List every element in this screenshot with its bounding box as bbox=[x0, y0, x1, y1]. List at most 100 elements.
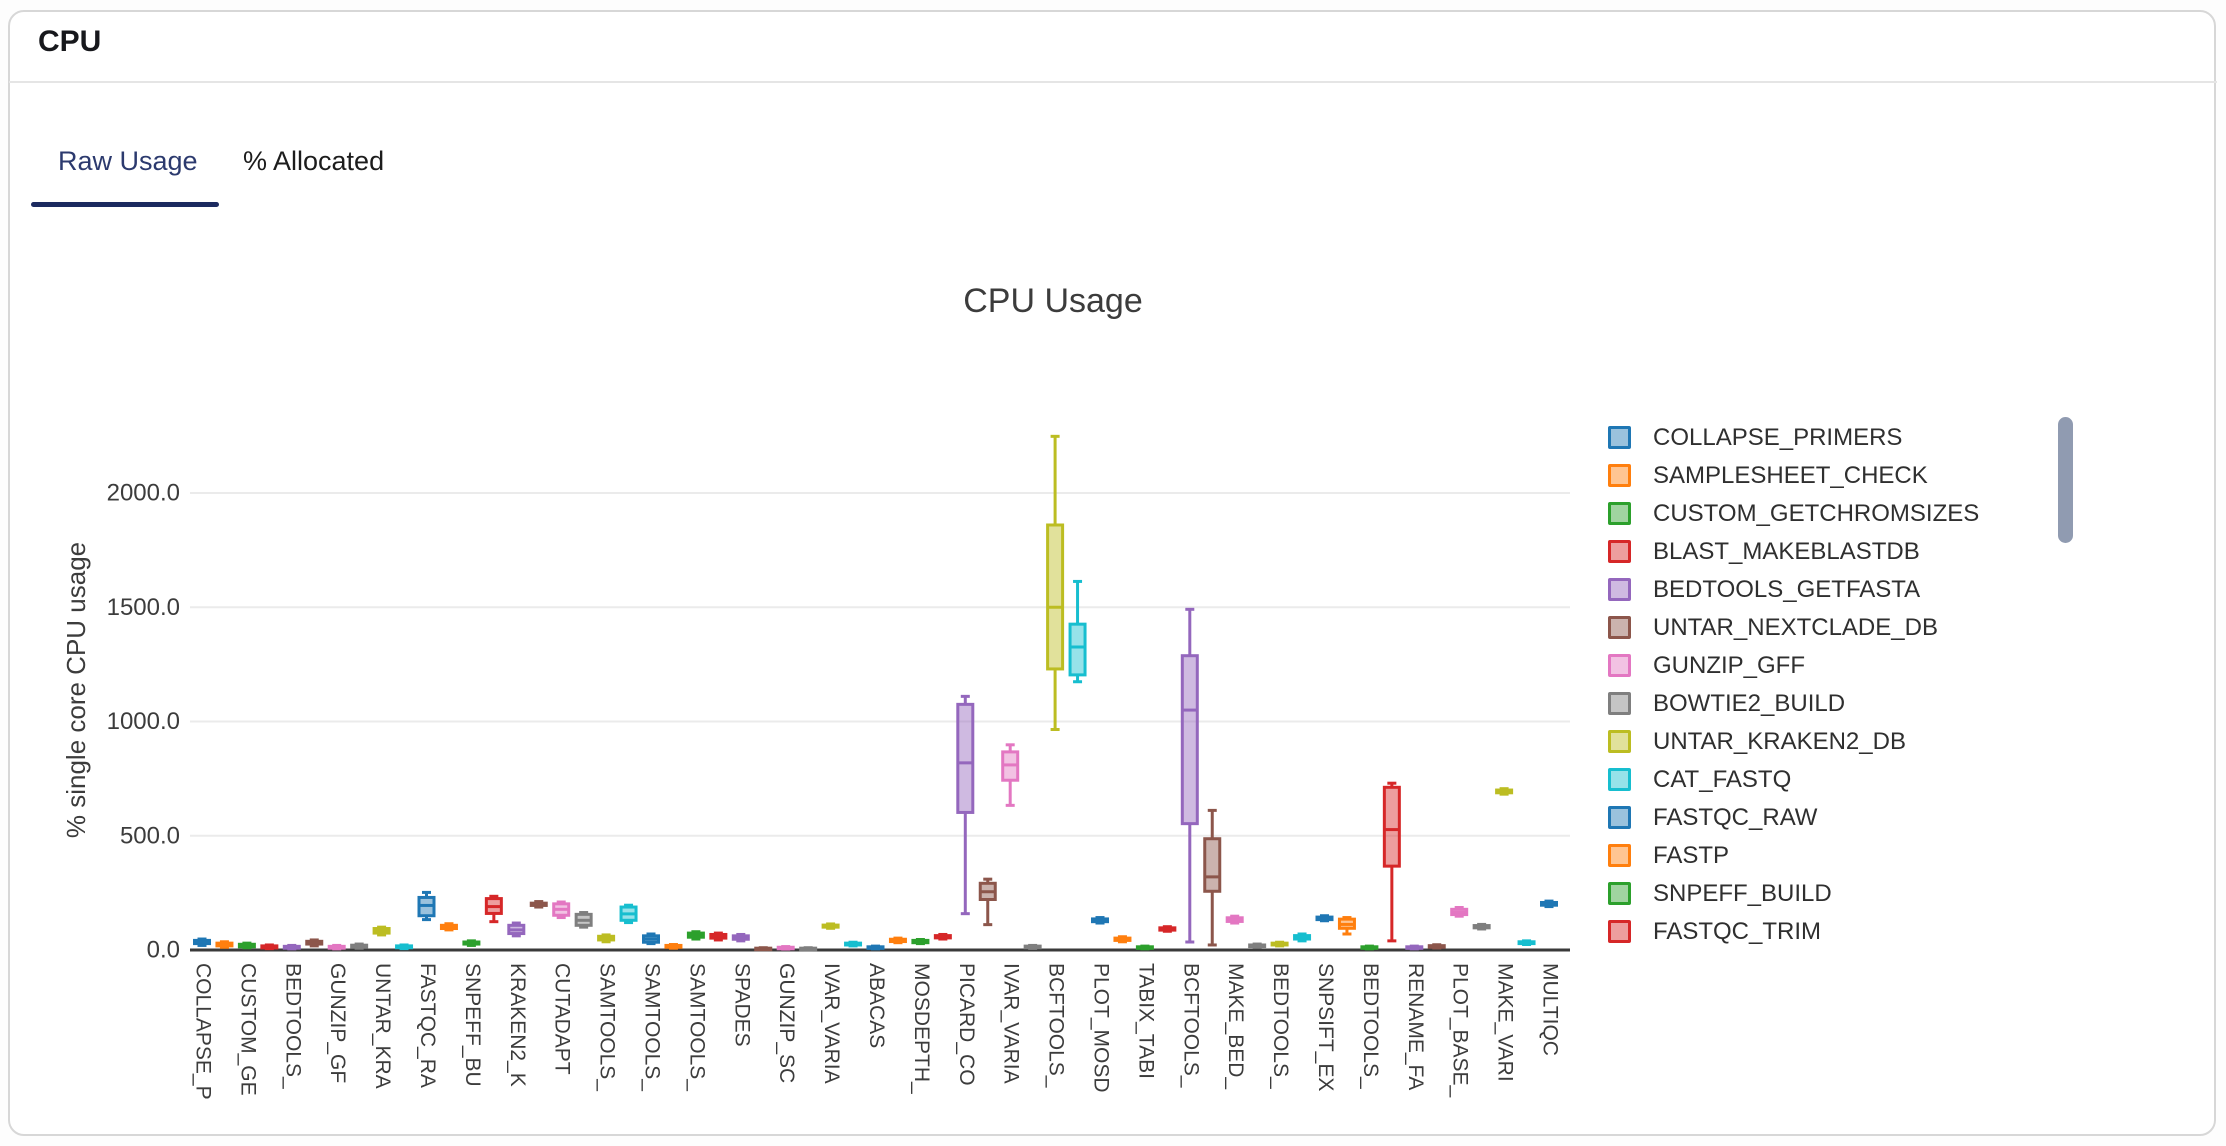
box-plot[interactable] bbox=[1180, 607, 1199, 944]
legend-item[interactable]: FASTQC_TRIM bbox=[1608, 918, 1979, 945]
legend-swatch bbox=[1608, 920, 1631, 943]
box-plot[interactable] bbox=[642, 932, 660, 946]
box-plot[interactable] bbox=[417, 890, 436, 922]
box-plot[interactable] bbox=[574, 911, 593, 929]
legend-item[interactable]: SAMPLESHEET_CHECK bbox=[1608, 462, 1979, 489]
legend-swatch bbox=[1608, 692, 1631, 715]
box-plot[interactable] bbox=[1382, 781, 1401, 943]
box-plot[interactable] bbox=[462, 939, 481, 947]
box-plot[interactable] bbox=[282, 943, 301, 951]
box-plot[interactable] bbox=[1450, 905, 1469, 918]
box-plot[interactable] bbox=[1337, 916, 1356, 936]
legend-item[interactable]: CUSTOM_GETCHROMSIZES bbox=[1608, 500, 1979, 527]
box-plot[interactable] bbox=[552, 900, 571, 920]
box-plot[interactable] bbox=[754, 946, 773, 952]
box-plot[interactable] bbox=[1540, 899, 1558, 909]
box-plot[interactable] bbox=[1360, 944, 1379, 951]
box-plot[interactable] bbox=[821, 922, 840, 930]
x-tick-label: SNPSIFT_EX bbox=[1314, 963, 1337, 1091]
box-plot[interactable] bbox=[911, 937, 930, 946]
x-tick-label: BCFTOOLS_ bbox=[1179, 963, 1202, 1088]
tab-percent-allocated[interactable]: % Allocated bbox=[243, 146, 385, 176]
legend-item[interactable]: BEDTOOLS_GETFASTA bbox=[1608, 576, 1979, 603]
y-tick-label: 1500.0 bbox=[107, 594, 180, 621]
box-plot[interactable] bbox=[1427, 943, 1446, 950]
box-plot[interactable] bbox=[1405, 944, 1424, 951]
box-plot[interactable] bbox=[1068, 579, 1087, 684]
legend-item[interactable]: GUNZIP_GFF bbox=[1608, 652, 1979, 679]
box-plot[interactable] bbox=[327, 943, 346, 951]
box-plot[interactable] bbox=[372, 925, 391, 937]
box-plot[interactable] bbox=[350, 942, 369, 950]
box-plot[interactable] bbox=[619, 903, 638, 925]
box-plot[interactable] bbox=[1495, 787, 1514, 796]
legend-item[interactable]: COLLAPSE_PRIMERS bbox=[1608, 423, 1979, 451]
box-plot[interactable] bbox=[1225, 914, 1244, 925]
box-plot[interactable] bbox=[1046, 434, 1065, 731]
box-plot[interactable] bbox=[776, 945, 795, 951]
legend-item-label: UNTAR_KRAKEN2_DB bbox=[1653, 727, 1906, 755]
legend-swatch bbox=[1608, 730, 1631, 753]
box-plot[interactable] bbox=[1315, 914, 1334, 923]
x-tick-label: BEDTOOLS_ bbox=[1269, 963, 1292, 1089]
box-plot[interactable] bbox=[1158, 925, 1177, 933]
box-plot[interactable] bbox=[709, 931, 728, 942]
legend-item-label: UNTAR_NEXTCLADE_DB bbox=[1653, 613, 1938, 641]
legend-item[interactable]: SNPEFF_BUILD bbox=[1608, 880, 1979, 907]
box-plot[interactable] bbox=[395, 943, 414, 951]
box-plot[interactable] bbox=[305, 938, 324, 948]
legend-scrollbar[interactable] bbox=[2058, 417, 2073, 543]
legend-item-label: COLLAPSE_PRIMERS bbox=[1653, 423, 1903, 451]
legend-item[interactable]: BOWTIE2_BUILD bbox=[1608, 690, 1979, 717]
box-plot[interactable] bbox=[1001, 743, 1020, 807]
box-plot[interactable] bbox=[844, 940, 863, 948]
x-tick-label: BCFTOOLS_ bbox=[1045, 963, 1068, 1088]
legend-item[interactable]: FASTP bbox=[1608, 841, 1979, 869]
legend-item-label: FASTP bbox=[1653, 841, 1730, 869]
box-plot[interactable] bbox=[237, 941, 256, 950]
box-plot[interactable] bbox=[664, 943, 683, 950]
box-plot[interactable] bbox=[1472, 922, 1491, 931]
box-plot[interactable] bbox=[507, 921, 526, 938]
tab-raw-usage[interactable]: Raw Usage bbox=[58, 146, 198, 176]
box-plot[interactable] bbox=[1248, 942, 1267, 949]
x-tick-label: TABIX_TABI bbox=[1134, 963, 1157, 1079]
legend-item[interactable]: BLAST_MAKEBLASTDB bbox=[1608, 538, 1979, 565]
legend-item[interactable]: UNTAR_NEXTCLADE_DB bbox=[1608, 613, 1979, 641]
box-plot[interactable] bbox=[260, 943, 279, 951]
box-plot[interactable] bbox=[1135, 944, 1154, 951]
x-tick-label: UNTAR_KRA bbox=[371, 963, 394, 1089]
box-plot[interactable] bbox=[439, 922, 458, 932]
legend-swatch bbox=[1608, 654, 1631, 677]
box-plot[interactable] bbox=[1023, 943, 1042, 950]
box-plot[interactable] bbox=[888, 936, 907, 945]
box-plot[interactable] bbox=[484, 894, 503, 924]
box-plot[interactable] bbox=[956, 694, 975, 916]
x-tick-label: IVAR_VARIA bbox=[1000, 963, 1023, 1084]
box-plot[interactable] bbox=[799, 946, 818, 952]
box-plot[interactable] bbox=[731, 932, 750, 943]
x-tick-label: BEDTOOLS_ bbox=[281, 963, 304, 1089]
box-plot[interactable] bbox=[1293, 932, 1312, 943]
box-plot[interactable] bbox=[1203, 808, 1222, 947]
x-tick-label: PLOT_MOSD bbox=[1090, 963, 1113, 1093]
box-plot[interactable] bbox=[1113, 935, 1132, 944]
box-plot[interactable] bbox=[1270, 940, 1289, 948]
x-tick-label: MAKE_VARI bbox=[1494, 963, 1517, 1082]
box-plot[interactable] bbox=[529, 900, 548, 909]
legend-swatch bbox=[1608, 616, 1631, 639]
box-plot[interactable] bbox=[978, 877, 997, 927]
box-plot[interactable] bbox=[215, 940, 234, 949]
box-plot[interactable] bbox=[1517, 939, 1536, 947]
box-plot[interactable] bbox=[686, 930, 705, 941]
legend-item[interactable]: FASTQC_RAW bbox=[1608, 804, 1979, 831]
box-plot[interactable] bbox=[866, 944, 885, 951]
box-plot[interactable] bbox=[193, 937, 211, 947]
x-tick-label: BEDTOOLS_ bbox=[1359, 963, 1382, 1089]
legend-item[interactable]: UNTAR_KRAKEN2_DB bbox=[1608, 727, 1979, 755]
legend-item[interactable]: CAT_FASTQ bbox=[1608, 766, 1979, 793]
x-tick-label: SAMTOOLS_ bbox=[685, 963, 708, 1091]
box-plot[interactable] bbox=[597, 933, 616, 944]
box-plot[interactable] bbox=[1091, 916, 1109, 925]
box-plot[interactable] bbox=[933, 932, 952, 941]
